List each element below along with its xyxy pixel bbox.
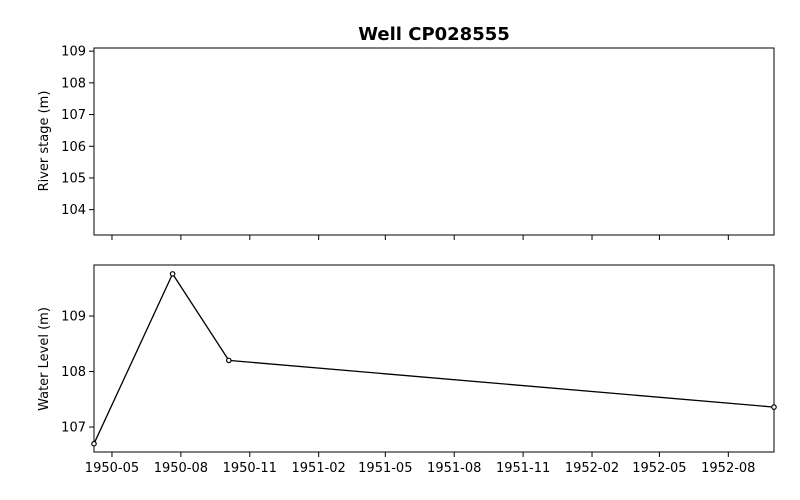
water-level-point bbox=[91, 440, 97, 447]
water-level-series bbox=[91, 271, 777, 447]
water-level-y-axis: 107 108 109 bbox=[61, 310, 94, 436]
y-tick-label: 106 bbox=[61, 140, 86, 155]
y-tick-label: 108 bbox=[61, 365, 86, 380]
x-tick-label: 1951-05 bbox=[358, 461, 412, 476]
y-tick-label: 109 bbox=[61, 45, 86, 60]
water-level-y-axis-label: Water Level (m) bbox=[37, 307, 52, 411]
water-level-line bbox=[93, 272, 775, 444]
x-tick-label: 1951-02 bbox=[292, 461, 346, 476]
x-tick-label: 1950-11 bbox=[223, 461, 277, 476]
x-tick-label: 1950-08 bbox=[154, 461, 208, 476]
water-level-x-axis: 1950-05 1950-08 1950-11 1951-02 1951-05 1951-… bbox=[85, 452, 755, 476]
y-tick-label: 104 bbox=[61, 203, 86, 218]
river-stage-y-axis: 104 105 106 107 108 109 bbox=[61, 45, 94, 218]
river-stage-plot-frame bbox=[93, 47, 775, 236]
water-level-point bbox=[226, 357, 232, 364]
x-tick-label: 1952-02 bbox=[565, 461, 619, 476]
river-stage-y-axis-label: River stage (m) bbox=[37, 91, 52, 192]
x-tick-label: 1950-05 bbox=[85, 461, 139, 476]
water-level-point bbox=[771, 404, 777, 410]
water-level-plot-frame bbox=[93, 264, 775, 453]
y-tick-label: 108 bbox=[61, 76, 86, 91]
water-level-point bbox=[169, 271, 176, 277]
chart-title: Well CP028555 bbox=[358, 24, 510, 45]
y-tick-label: 107 bbox=[61, 108, 86, 123]
y-tick-label: 105 bbox=[61, 171, 86, 186]
x-tick-label: 1952-08 bbox=[701, 461, 755, 476]
x-tick-label: 1951-08 bbox=[427, 461, 481, 476]
x-tick-label: 1952-05 bbox=[632, 461, 686, 476]
river-stage-x-axis bbox=[111, 235, 729, 240]
river-stage-panel: 104 105 106 107 108 109 River stage (m) bbox=[37, 45, 775, 240]
x-tick-label: 1951-11 bbox=[496, 461, 550, 476]
y-tick-label: 107 bbox=[61, 421, 86, 436]
y-tick-label: 109 bbox=[61, 310, 86, 325]
